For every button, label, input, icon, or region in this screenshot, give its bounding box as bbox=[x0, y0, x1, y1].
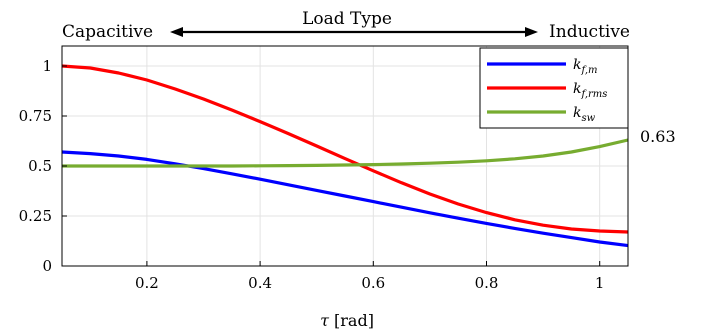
y-tick-label: 0.25 bbox=[19, 207, 52, 225]
x-tick-label: 0.2 bbox=[135, 274, 159, 292]
y-tick-label: 0.5 bbox=[28, 157, 52, 175]
x-axis-symbol: τ bbox=[320, 311, 330, 330]
y-axis-ticks: 0 0.25 0.5 0.75 1 bbox=[19, 57, 67, 275]
y-tick-label: 0.75 bbox=[19, 107, 52, 125]
legend: kf,m kf,rms ksw bbox=[479, 47, 629, 129]
legend-entry: kf,m bbox=[573, 57, 598, 76]
end-value-annotation: 0.63 bbox=[640, 127, 676, 146]
plot-frame bbox=[61, 45, 629, 267]
series-line-sw bbox=[62, 138, 629, 168]
x-tick-label: 1 bbox=[595, 274, 605, 292]
series-lines bbox=[61, 64, 629, 248]
y-tick-label: 0 bbox=[42, 257, 52, 275]
x-axis-unit: [rad] bbox=[334, 311, 374, 330]
y-tick-label: 1 bbox=[42, 57, 52, 75]
x-tick-label: 0.8 bbox=[475, 274, 499, 292]
legend-entry: ksw bbox=[573, 105, 596, 124]
legend-entry: kf,rms bbox=[573, 81, 607, 100]
load-type-label: Load Type bbox=[302, 9, 392, 29]
capacitive-label: Capacitive bbox=[62, 22, 153, 42]
inductive-label: Inductive bbox=[549, 22, 630, 42]
x-tick-label: 0.4 bbox=[248, 274, 272, 292]
series-line-f-rms bbox=[61, 64, 629, 234]
x-axis-ticks: 0.2 0.4 0.6 0.8 1 bbox=[135, 261, 605, 292]
x-tick-label: 0.6 bbox=[361, 274, 385, 292]
series-line-f-m bbox=[61, 150, 629, 248]
load-type-double-arrow bbox=[170, 27, 538, 37]
x-axis-label: τ [rad] bbox=[320, 311, 374, 330]
